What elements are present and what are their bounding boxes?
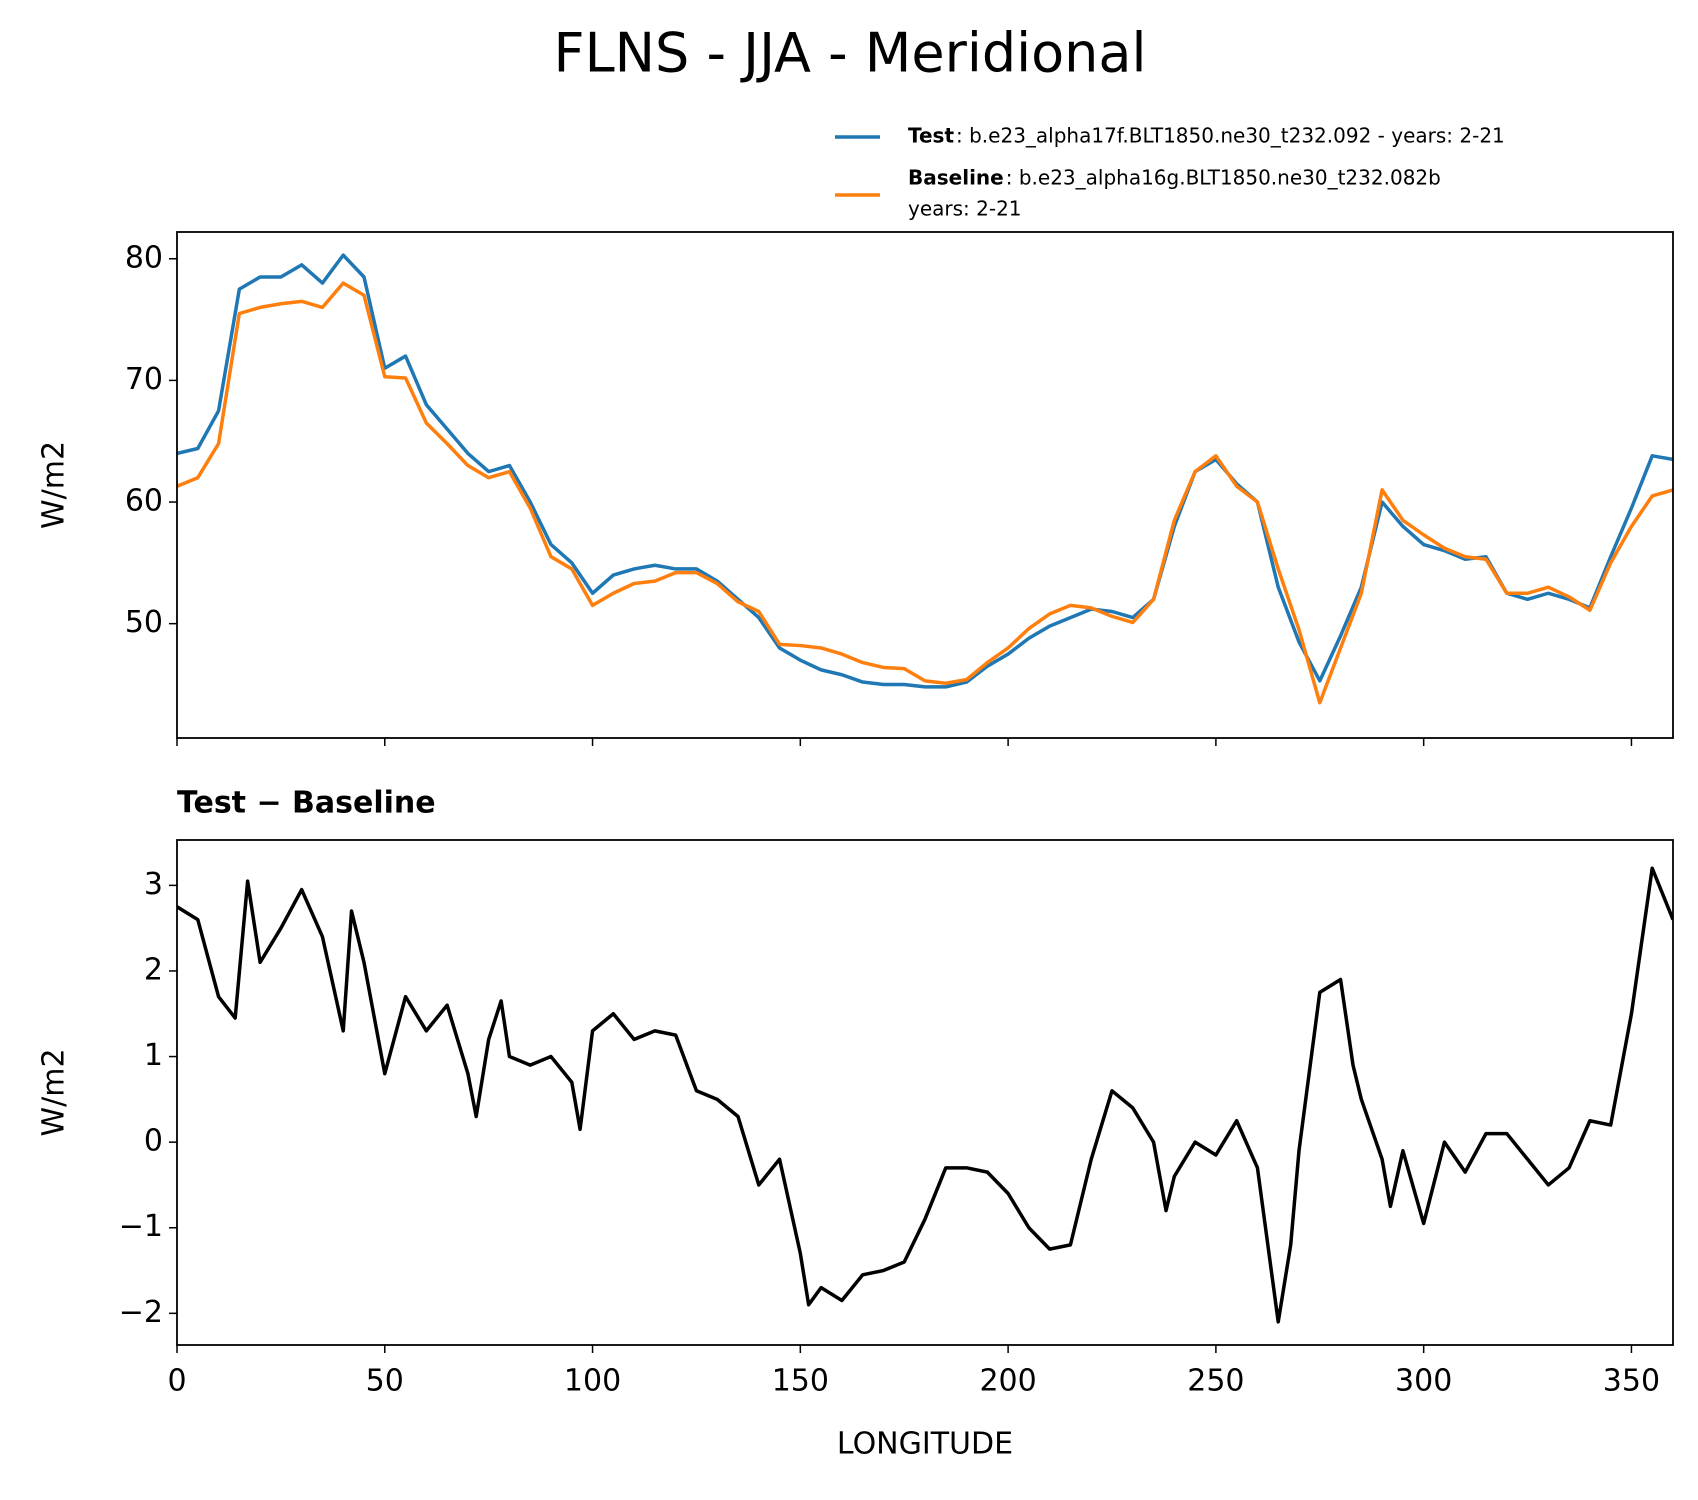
legend-name: Test: [908, 124, 954, 148]
figure-title: FLNS - JJA - Meridional: [554, 22, 1147, 85]
x-tick-label: 300: [1395, 1364, 1452, 1399]
x-tick-label: 0: [167, 1364, 186, 1399]
y-tick-label: 60: [125, 484, 163, 519]
data-line: [177, 866, 1673, 1324]
y-tick-label: −2: [119, 1295, 163, 1330]
x-tick-label: 50: [366, 1364, 404, 1399]
y-tick-label: 70: [125, 362, 163, 397]
legend-name: Baseline: [908, 166, 1004, 190]
plot-area: [177, 253, 1673, 705]
legend-label: : b.e23_alpha16g.BLT1850.ne30_t232.082b: [1006, 166, 1441, 190]
legend-label: : b.e23_alpha17f.BLT1850.ne30_t232.092 -…: [956, 124, 1505, 148]
x-tick-label: 150: [772, 1364, 829, 1399]
x-tick-label: 200: [979, 1364, 1036, 1399]
y-axis-label: W/m2: [37, 1048, 72, 1136]
plot-area: [177, 866, 1673, 1324]
y-tick-label: 50: [125, 605, 163, 640]
subplot-title: Test − Baseline: [177, 786, 436, 821]
axes-frame: [176, 231, 1674, 739]
x-tick-label: 100: [564, 1364, 621, 1399]
axes-frame: [176, 839, 1674, 1346]
y-tick-label: 80: [125, 240, 163, 275]
y-tick-label: 3: [144, 867, 163, 902]
y-tick-label: 2: [144, 952, 163, 987]
x-tick-label: 250: [1187, 1364, 1244, 1399]
y-tick-label: 0: [144, 1124, 163, 1159]
y-axis-label: W/m2: [37, 441, 72, 529]
y-tick-label: −1: [119, 1209, 163, 1244]
x-axis-label: LONGITUDE: [837, 1427, 1013, 1462]
y-tick-label: 1: [144, 1038, 163, 1073]
data-line: [177, 253, 1673, 689]
x-tick-label: 350: [1603, 1364, 1660, 1399]
legend-label: years: 2-21: [908, 197, 1022, 221]
data-line: [177, 281, 1673, 705]
